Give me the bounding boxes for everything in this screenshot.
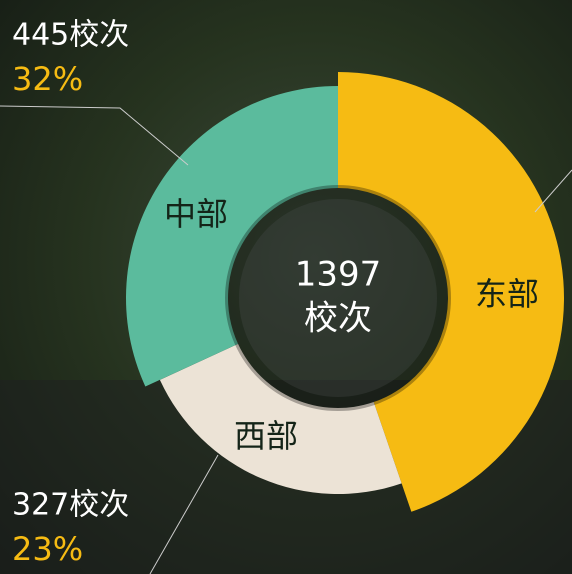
center-unit: 校次 bbox=[304, 299, 372, 339]
leader-line bbox=[534, 169, 572, 213]
slice-label: 中部 bbox=[164, 195, 228, 233]
leader-line bbox=[149, 454, 219, 574]
inner-ring bbox=[225, 185, 451, 411]
percent-label: 32% bbox=[12, 60, 83, 98]
value-label: 445校次 bbox=[12, 18, 129, 53]
slice-label: 西部 bbox=[234, 417, 298, 455]
value-label: 327校次 bbox=[12, 488, 129, 523]
donut-slice bbox=[159, 343, 402, 494]
center-total: 1397 bbox=[295, 255, 382, 295]
slice-label: 东部 bbox=[475, 275, 539, 313]
donut-slice bbox=[125, 86, 338, 387]
center-disc bbox=[239, 199, 437, 397]
percent-label: 23% bbox=[12, 530, 83, 568]
leader-line bbox=[0, 105, 189, 166]
donut-slice bbox=[338, 72, 564, 512]
